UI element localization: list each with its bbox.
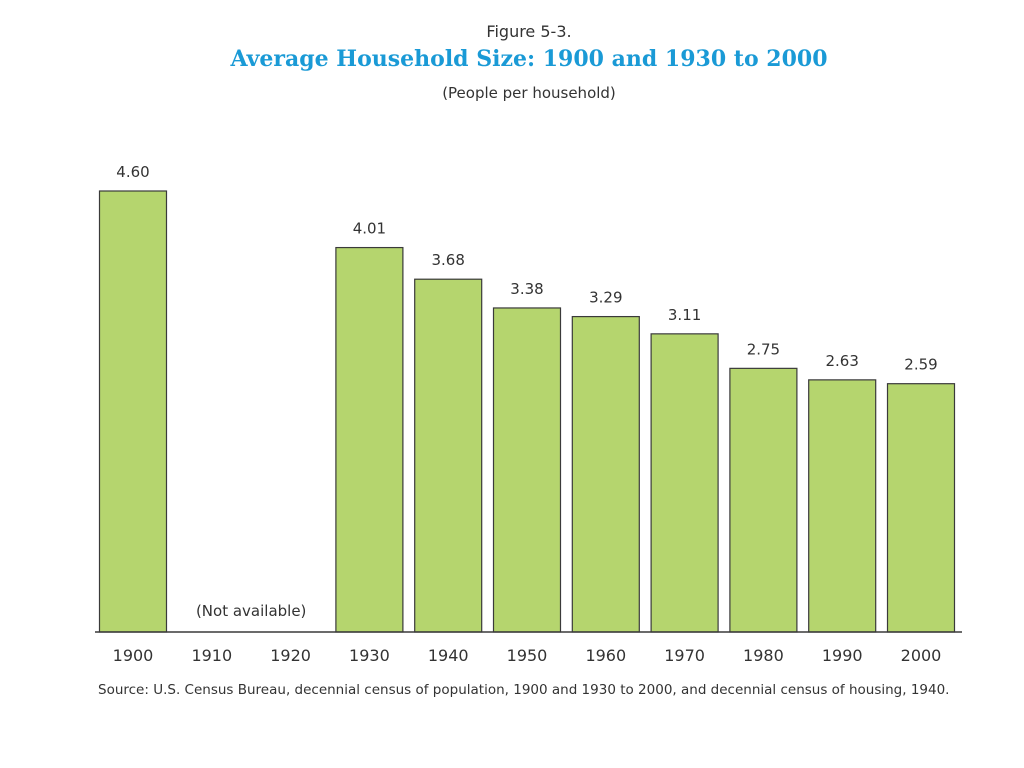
- value-label-1990: 2.63: [825, 352, 858, 370]
- x-tick-label-1930: 1930: [349, 646, 390, 665]
- bars-layer: [98, 190, 956, 633]
- x-tick-label-1980: 1980: [743, 646, 784, 665]
- source-note: Source: U.S. Census Bureau, decennial ce…: [98, 682, 950, 698]
- x-tick-label-2000: 2000: [901, 646, 942, 665]
- x-tick-label-1990: 1990: [822, 646, 863, 665]
- value-label-1970: 3.11: [668, 306, 701, 324]
- value-label-1980: 2.75: [747, 340, 780, 358]
- bar-1930: [335, 246, 404, 633]
- chart-subtitle: (People per household): [442, 84, 616, 102]
- value-label-1940: 3.68: [431, 251, 464, 269]
- value-label-1930: 4.01: [353, 220, 386, 238]
- bar-1990: [808, 379, 877, 633]
- value-label-1960: 3.29: [589, 289, 622, 307]
- bar-1960: [571, 315, 640, 633]
- x-tick-label-1970: 1970: [664, 646, 705, 665]
- bar-1900: [98, 190, 168, 633]
- value-label-1950: 3.38: [510, 280, 543, 298]
- figure-label: Figure 5-3.: [486, 22, 572, 41]
- labels-layer: 1900 4.60 1910 1920 1930 4.01 1940 3.68 1950 3.38…: [113, 163, 942, 665]
- bar-1950: [492, 307, 562, 633]
- x-tick-label-1920: 1920: [270, 646, 311, 665]
- bar-1970: [650, 333, 719, 633]
- x-tick-label-1940: 1940: [428, 646, 469, 665]
- value-label-1900: 4.60: [116, 163, 149, 181]
- value-label-2000: 2.59: [904, 356, 937, 374]
- x-tick-label-1950: 1950: [507, 646, 548, 665]
- not-available-label: (Not available): [196, 602, 306, 620]
- x-tick-label-1910: 1910: [191, 646, 232, 665]
- x-tick-label-1960: 1960: [585, 646, 626, 665]
- x-tick-label-1900: 1900: [113, 646, 154, 665]
- bar-1940: [414, 278, 483, 633]
- bar-2000: [886, 383, 956, 633]
- bar-1980: [729, 367, 798, 633]
- chart-title: Average Household Size: 1900 and 1930 to…: [230, 46, 828, 72]
